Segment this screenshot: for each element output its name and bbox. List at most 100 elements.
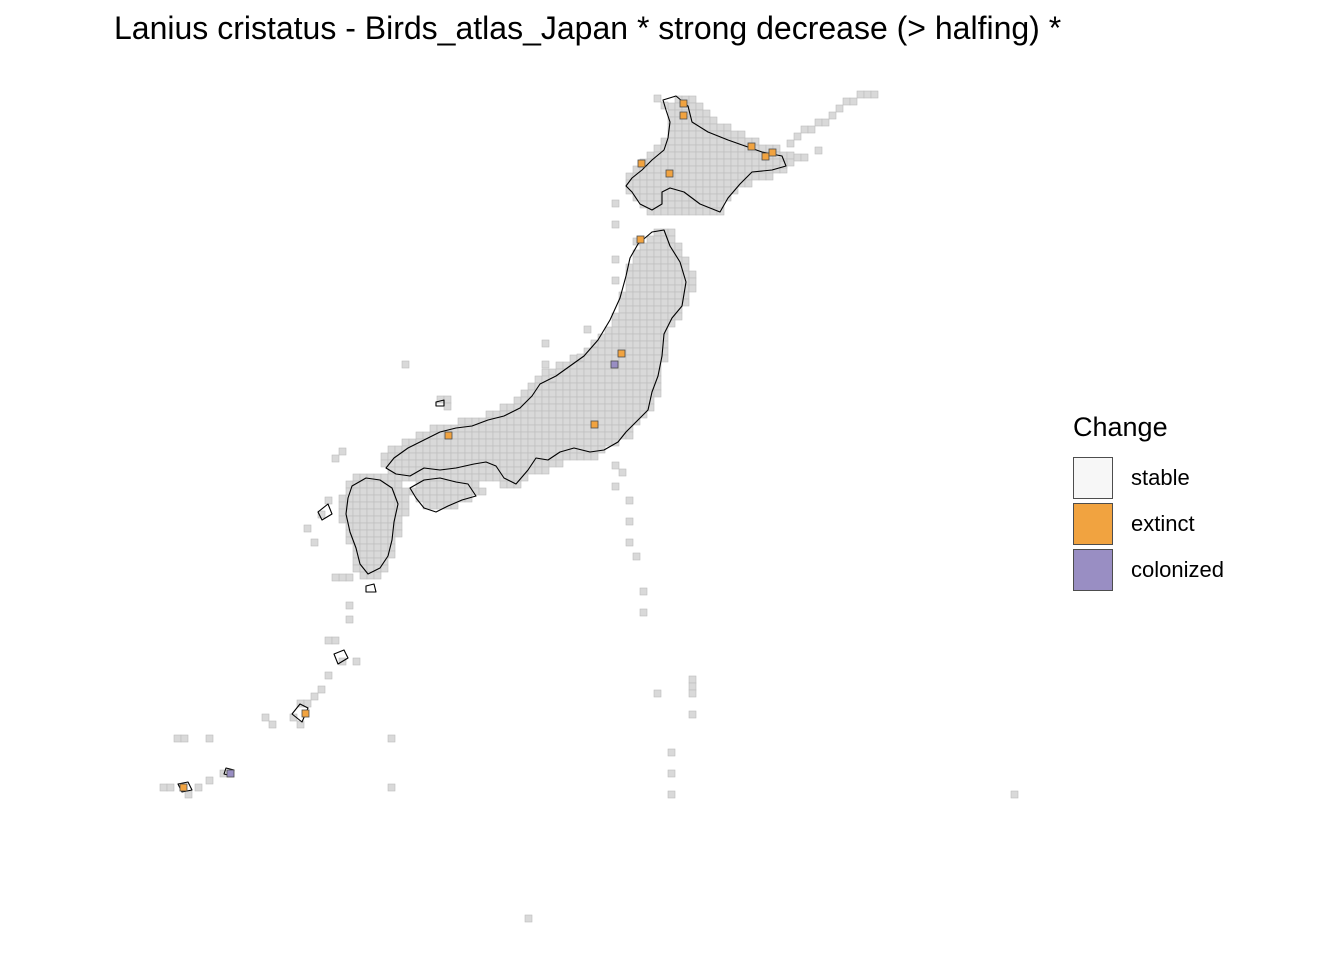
grid-cell [429, 487, 438, 496]
grid-cell [695, 207, 704, 216]
grid-cell [730, 158, 739, 167]
grid-cell [499, 459, 508, 468]
extinct-cell [761, 152, 770, 161]
grid-cell [646, 172, 655, 181]
grid-cell [499, 480, 508, 489]
grid-cell [513, 480, 522, 489]
grid-cell [380, 473, 389, 482]
grid-cell [541, 382, 550, 391]
grid-cell [639, 249, 648, 258]
grid-cell [583, 431, 592, 440]
grid-cell [702, 116, 711, 125]
grid-cell [555, 431, 564, 440]
grid-cell [457, 473, 466, 482]
grid-cell [709, 186, 718, 195]
grid-cell [695, 137, 704, 146]
grid-cell [639, 242, 648, 251]
grid-cell [541, 410, 550, 419]
grid-cell [695, 144, 704, 153]
grid-cell [548, 374, 557, 383]
grid-cell [646, 242, 655, 251]
grid-cell [569, 431, 578, 440]
grid-cell [709, 172, 718, 181]
grid-cell [583, 424, 592, 433]
grid-cell [688, 200, 697, 209]
grid-cell [387, 508, 396, 517]
grid-cell [541, 417, 550, 426]
grid-cell [359, 508, 368, 517]
grid-cell [548, 417, 557, 426]
grid-cell [730, 165, 739, 174]
grid-cell [359, 494, 368, 503]
grid-cell [667, 284, 676, 293]
grid-cell [646, 312, 655, 321]
extinct-cell [637, 159, 646, 168]
grid-cell [359, 522, 368, 531]
grid-cell [380, 522, 389, 531]
grid-cell [765, 172, 774, 181]
grid-cell [702, 137, 711, 146]
grid-cell [366, 515, 375, 524]
grid-cell [639, 333, 648, 342]
grid-cell [429, 424, 438, 433]
colonized-cell [610, 360, 619, 369]
grid-cell [394, 501, 403, 510]
grid-cell [576, 438, 585, 447]
grid-cell [583, 410, 592, 419]
grid-cell [576, 382, 585, 391]
grid-cell [394, 515, 403, 524]
grid-cell [506, 466, 515, 475]
grid-cell [401, 438, 410, 447]
grid-cell [744, 179, 753, 188]
grid-cell [604, 375, 613, 384]
grid-cell [625, 291, 634, 300]
grid-cell [499, 417, 508, 426]
grid-cell [534, 424, 543, 433]
grid-cell [695, 130, 704, 139]
grid-cell [667, 200, 676, 209]
grid-cell [520, 424, 529, 433]
grid-cell [744, 158, 753, 167]
colonized-grid-cells [226, 360, 619, 778]
grid-cell [555, 403, 564, 412]
grid-cell [166, 783, 175, 792]
grid-cell [660, 256, 669, 265]
grid-cell [450, 438, 459, 447]
grid-cell [436, 473, 445, 482]
grid-cell [611, 220, 620, 229]
grid-cell [513, 431, 522, 440]
grid-cell [653, 389, 662, 398]
grid-cell [611, 396, 620, 405]
grid-cell [604, 326, 613, 335]
grid-cell [422, 452, 431, 461]
grid-cell [639, 389, 648, 398]
grid-cell [639, 284, 648, 293]
grid-cell [373, 508, 382, 517]
grid-cell [541, 459, 550, 468]
grid-cell [625, 312, 634, 321]
grid-cell [653, 94, 662, 103]
grid-cell [618, 375, 627, 384]
grid-cell [632, 326, 641, 335]
grid-cell [534, 417, 543, 426]
grid-cell [387, 734, 396, 743]
map-title: Lanius cristatus - Birds_atlas_Japan * s… [114, 10, 1062, 46]
grid-cell [688, 675, 697, 684]
grid-cell [268, 720, 277, 729]
grid-cell [534, 375, 543, 384]
grid-cell [674, 123, 683, 132]
grid-cell [513, 459, 522, 468]
grid-cell [562, 452, 571, 461]
grid-cell [639, 396, 648, 405]
grid-cell [730, 130, 739, 139]
grid-cell [520, 459, 529, 468]
grid-cell [688, 270, 697, 279]
grid-cell [506, 417, 515, 426]
grid-cell [709, 193, 718, 202]
grid-cell [450, 445, 459, 454]
grid-cell [576, 375, 585, 384]
grid-cell [373, 515, 382, 524]
grid-cell [674, 144, 683, 153]
grid-cell [632, 312, 641, 321]
grid-cell [443, 480, 452, 489]
